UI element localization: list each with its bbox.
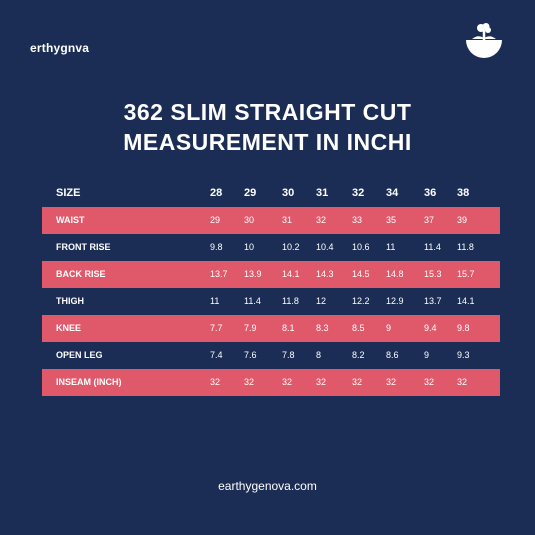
row-label: FRONT RISE <box>56 242 111 252</box>
page-title: 362 SLIM STRAIGHT CUT MEASUREMENT IN INC… <box>0 97 535 157</box>
size-header-cell: 29 <box>244 187 257 199</box>
table-cell: 32 <box>316 215 327 225</box>
size-header-cell: 34 <box>386 187 399 199</box>
size-header-cell: 36 <box>424 187 437 199</box>
table-row-open-leg: OPEN LEG 7.4 7.6 7.8 8 8.2 8.6 9 9.3 <box>42 342 500 369</box>
title-line-2: MEASUREMENT IN INCHI <box>123 129 412 155</box>
table-cell: 10.6 <box>352 242 370 252</box>
table-cell: 11 <box>210 296 220 306</box>
row-label: INSEAM (INCH) <box>56 377 122 387</box>
table-cell: 32 <box>244 377 255 387</box>
table-cell: 32 <box>424 377 435 387</box>
table-row-knee: KNEE 7.7 7.9 8.1 8.3 8.5 9 9.4 9.8 <box>42 315 500 342</box>
table-cell: 9.4 <box>424 323 437 333</box>
table-cell: 14.1 <box>457 296 475 306</box>
table-cell: 39 <box>457 215 468 225</box>
table-cell: 7.4 <box>210 350 223 360</box>
table-cell: 13.7 <box>210 269 228 279</box>
table-cell: 8.2 <box>352 350 365 360</box>
table-cell: 10.2 <box>282 242 300 252</box>
brand-name: erthygnva <box>30 41 90 55</box>
table-cell: 8.6 <box>386 350 399 360</box>
table-cell: 11 <box>386 242 396 252</box>
table-cell: 31 <box>282 215 293 225</box>
table-cell: 14.5 <box>352 269 370 279</box>
table-row-waist: WAIST 29 30 31 32 33 35 37 39 <box>42 207 500 234</box>
table-cell: 29 <box>210 215 221 225</box>
row-label: BACK RISE <box>56 269 106 279</box>
table-cell: 9.8 <box>457 323 470 333</box>
row-label: WAIST <box>56 215 85 225</box>
table-row-thigh: THIGH 11 11.4 11.8 12 12.2 12.9 13.7 14.… <box>42 288 500 315</box>
table-cell: 32 <box>316 377 327 387</box>
table-cell: 35 <box>386 215 397 225</box>
table-cell: 9 <box>386 323 392 333</box>
table-cell: 7.6 <box>244 350 257 360</box>
table-cell: 8.5 <box>352 323 365 333</box>
size-header-row: SIZE 28 29 30 31 32 34 36 38 <box>42 180 500 207</box>
table-cell: 8.1 <box>282 323 295 333</box>
size-header-cell: 30 <box>282 187 295 199</box>
table-cell: 37 <box>424 215 435 225</box>
table-cell: 7.8 <box>282 350 295 360</box>
row-label: KNEE <box>56 323 82 333</box>
table-cell: 7.7 <box>210 323 223 333</box>
table-cell: 12 <box>316 296 327 306</box>
row-label: THIGH <box>56 296 84 306</box>
table-cell: 14.1 <box>282 269 300 279</box>
table-cell: 30 <box>244 215 255 225</box>
table-cell: 11.4 <box>424 242 441 252</box>
table-row-front-rise: FRONT RISE 9.8 10 10.2 10.4 10.6 11 11.4… <box>42 234 500 261</box>
size-header-label: SIZE <box>56 187 81 199</box>
table-cell: 32 <box>386 377 397 387</box>
website-link: earthygenova.com <box>218 479 317 493</box>
table-cell: 15.3 <box>424 269 442 279</box>
table-cell: 9.8 <box>210 242 223 252</box>
table-cell: 12.2 <box>352 296 370 306</box>
tree-bowl-logo-icon <box>466 23 502 58</box>
table-cell: 32 <box>282 377 293 387</box>
table-cell: 8.3 <box>316 323 329 333</box>
title-line-1: 362 SLIM STRAIGHT CUT <box>123 99 412 125</box>
table-cell: 32 <box>457 377 468 387</box>
table-cell: 14.8 <box>386 269 404 279</box>
size-header-cell: 31 <box>316 187 329 199</box>
size-chart-table: SIZE 28 29 30 31 32 34 36 38 WAIST 29 30… <box>42 180 500 396</box>
table-cell: 14.3 <box>316 269 334 279</box>
size-header-cell: 32 <box>352 187 365 199</box>
table-cell: 11.8 <box>282 296 299 306</box>
table-cell: 32 <box>352 377 363 387</box>
table-row-inseam: INSEAM (INCH) 32 32 32 32 32 32 32 32 <box>42 369 500 396</box>
table-cell: 15.7 <box>457 269 475 279</box>
size-header-cell: 28 <box>210 187 223 199</box>
table-cell: 9.3 <box>457 350 470 360</box>
table-cell: 11.8 <box>457 242 474 252</box>
table-cell: 8 <box>316 350 322 360</box>
row-label: OPEN LEG <box>56 350 103 360</box>
table-cell: 32 <box>210 377 221 387</box>
table-cell: 11.4 <box>244 296 261 306</box>
table-cell: 13.9 <box>244 269 262 279</box>
table-cell: 10.4 <box>316 242 334 252</box>
size-header-cell: 38 <box>457 187 470 199</box>
table-cell: 9 <box>424 350 430 360</box>
table-cell: 33 <box>352 215 363 225</box>
table-cell: 7.9 <box>244 323 257 333</box>
table-row-back-rise: BACK RISE 13.7 13.9 14.1 14.3 14.5 14.8 … <box>42 261 500 288</box>
table-cell: 10 <box>244 242 255 252</box>
table-cell: 13.7 <box>424 296 442 306</box>
table-cell: 12.9 <box>386 296 404 306</box>
